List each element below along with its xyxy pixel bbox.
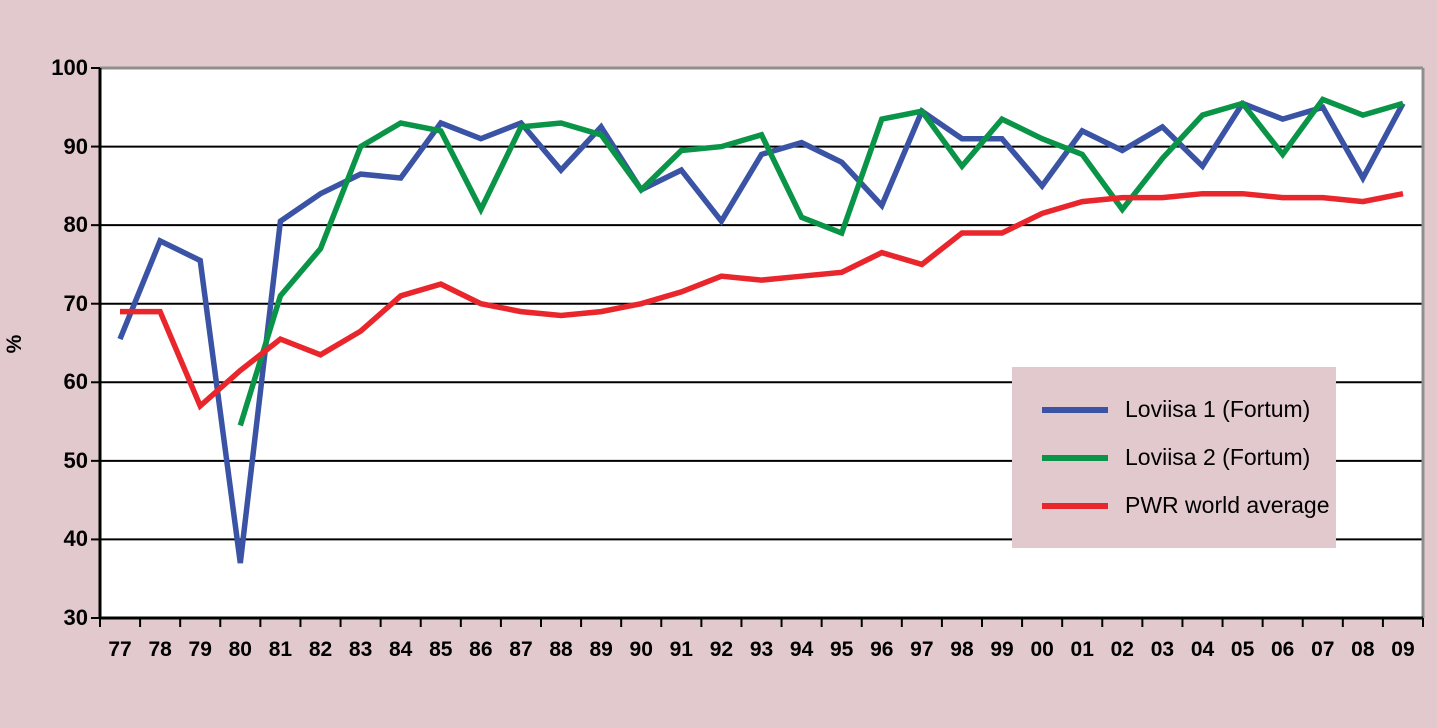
x-tick-label: 96 bbox=[870, 638, 894, 661]
legend-label: Loviisa 2 (Fortum) bbox=[1125, 444, 1311, 470]
series-line-loviisa-2-fortum- bbox=[237, 96, 1404, 427]
y-axis-title: % bbox=[3, 334, 26, 354]
x-tick-label: 97 bbox=[910, 638, 934, 661]
x-tick-label: 89 bbox=[589, 638, 613, 661]
x-tick-label: 95 bbox=[829, 638, 854, 661]
x-tick-label: 01 bbox=[1070, 638, 1094, 661]
x-tick-label: 85 bbox=[429, 638, 453, 661]
y-tick-label: 100 bbox=[51, 55, 88, 80]
x-tick-label: 08 bbox=[1351, 638, 1375, 661]
y-tick-label: 50 bbox=[63, 447, 88, 473]
x-tick-label: 07 bbox=[1311, 638, 1335, 661]
x-tick-label: 93 bbox=[749, 638, 774, 661]
x-tick-label: 82 bbox=[308, 638, 333, 661]
y-tick-label: 30 bbox=[63, 605, 88, 630]
x-tick-label: 86 bbox=[469, 638, 493, 661]
y-tick-label: 40 bbox=[63, 526, 88, 552]
x-tick-label: 84 bbox=[388, 638, 413, 661]
y-tick-label: 60 bbox=[63, 369, 88, 395]
legend-item: Loviisa 1 (Fortum) bbox=[1012, 396, 1336, 423]
legend-item: Loviisa 2 (Fortum) bbox=[1012, 444, 1336, 471]
x-tick-label: 87 bbox=[509, 638, 533, 661]
x-tick-label: 06 bbox=[1270, 638, 1295, 661]
x-tick-label: 09 bbox=[1391, 638, 1415, 661]
legend-label: Loviisa 1 (Fortum) bbox=[1125, 396, 1311, 422]
x-tick-label: 80 bbox=[228, 638, 252, 661]
x-tick-label: 78 bbox=[148, 638, 172, 661]
x-tick-label: 03 bbox=[1150, 638, 1175, 661]
y-tick-label: 70 bbox=[63, 290, 88, 316]
x-tick-label: 98 bbox=[950, 638, 974, 661]
x-tick-label: 92 bbox=[709, 638, 734, 661]
y-tick-label: 90 bbox=[63, 133, 88, 159]
x-tick-label: 99 bbox=[990, 638, 1014, 661]
x-tick-label: 88 bbox=[549, 638, 573, 661]
y-tick-label: 80 bbox=[63, 212, 88, 238]
legend-line-swatch bbox=[1042, 502, 1108, 509]
legend-line-swatch bbox=[1042, 454, 1108, 461]
x-tick-label: 83 bbox=[348, 638, 373, 661]
series-line-loviisa-1-fortum- bbox=[117, 100, 1406, 564]
x-tick-label: 77 bbox=[108, 638, 132, 661]
x-tick-label: 00 bbox=[1030, 638, 1054, 661]
legend-label: PWR world average bbox=[1125, 492, 1330, 518]
legend-item: PWR world average bbox=[1012, 492, 1336, 519]
chart-legend: Loviisa 1 (Fortum) Loviisa 2 (Fortum) PWR … bbox=[1012, 367, 1336, 548]
x-tick-label: 94 bbox=[789, 638, 814, 661]
x-tick-label: 02 bbox=[1110, 638, 1134, 661]
legend-line-swatch bbox=[1042, 406, 1108, 413]
x-tick-label: 90 bbox=[629, 638, 653, 661]
x-tick-label: 05 bbox=[1230, 638, 1255, 661]
x-tick-label: 79 bbox=[188, 638, 212, 661]
x-tick-label: 04 bbox=[1190, 638, 1215, 661]
x-tick-label: 81 bbox=[268, 638, 293, 661]
x-tick-label: 91 bbox=[669, 638, 693, 661]
series-line-pwr-world-average bbox=[120, 190, 1404, 411]
